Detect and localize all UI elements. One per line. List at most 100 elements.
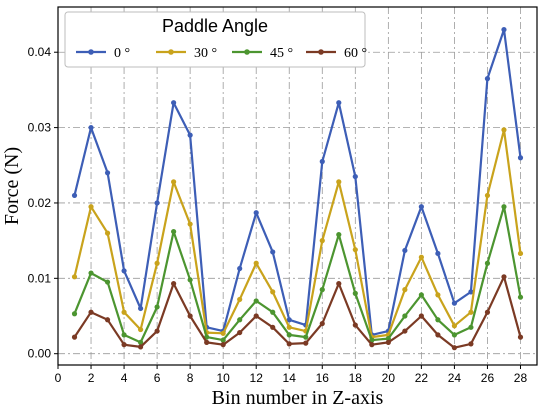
data-point bbox=[171, 228, 177, 235]
series-line bbox=[73, 28, 522, 336]
data-point bbox=[154, 328, 160, 334]
data-point bbox=[402, 328, 408, 334]
legend: Paddle Angle 0 ° 30 ° 45 ° 60 ° bbox=[64, 11, 367, 68]
data-point bbox=[352, 290, 358, 296]
data-point bbox=[484, 309, 491, 315]
data-point bbox=[121, 309, 127, 315]
data-point bbox=[187, 132, 193, 138]
data-point bbox=[171, 100, 177, 106]
data-point bbox=[451, 332, 458, 338]
data-point bbox=[484, 192, 491, 199]
data-point bbox=[435, 250, 441, 257]
data-point bbox=[402, 247, 408, 254]
data-point bbox=[187, 313, 193, 319]
x-tick-label: 28 bbox=[514, 371, 528, 385]
data-point bbox=[88, 309, 94, 315]
x-tick-label: 18 bbox=[349, 371, 363, 385]
data-point bbox=[402, 313, 408, 319]
y-tick-label: 0.00 bbox=[28, 347, 52, 361]
data-point bbox=[319, 287, 325, 293]
data-point bbox=[385, 336, 391, 342]
data-point bbox=[468, 289, 474, 295]
x-tick-label: 20 bbox=[382, 371, 396, 385]
data-point bbox=[237, 317, 243, 323]
x-tick-label: 14 bbox=[283, 371, 297, 385]
data-point bbox=[71, 274, 78, 280]
x-tick-label: 4 bbox=[121, 371, 128, 385]
data-point bbox=[253, 313, 259, 319]
legend-swatch-marker bbox=[318, 49, 324, 55]
y-tick-label: 0.03 bbox=[28, 121, 52, 135]
data-point bbox=[154, 260, 160, 266]
data-point bbox=[303, 340, 309, 346]
data-point bbox=[286, 317, 292, 323]
data-point bbox=[220, 337, 226, 343]
series-group bbox=[71, 204, 524, 345]
y-tick-label: 0.02 bbox=[28, 196, 52, 210]
data-point bbox=[352, 247, 358, 253]
data-point bbox=[237, 265, 243, 272]
data-point bbox=[137, 344, 144, 350]
data-point bbox=[137, 305, 144, 312]
data-point bbox=[501, 27, 507, 33]
data-point bbox=[88, 124, 94, 131]
data-point bbox=[88, 270, 94, 276]
data-point bbox=[88, 204, 94, 210]
x-tick-label: 24 bbox=[448, 371, 462, 385]
data-point bbox=[418, 292, 424, 298]
data-point bbox=[171, 281, 177, 287]
series-group bbox=[71, 274, 524, 351]
data-point bbox=[319, 320, 325, 327]
data-point bbox=[369, 342, 375, 348]
x-tick-label: 2 bbox=[88, 371, 95, 385]
series-group bbox=[71, 127, 524, 340]
data-point bbox=[336, 281, 342, 287]
data-point bbox=[171, 179, 177, 185]
legend-label: 30 ° bbox=[194, 46, 217, 61]
data-point bbox=[484, 76, 491, 82]
data-point bbox=[270, 324, 276, 330]
x-tick-label: 12 bbox=[250, 371, 264, 385]
data-point bbox=[154, 200, 160, 206]
data-point bbox=[237, 296, 243, 303]
series-group bbox=[71, 27, 524, 338]
data-point bbox=[319, 158, 325, 165]
data-point bbox=[237, 329, 243, 336]
data-point bbox=[336, 100, 342, 106]
data-point bbox=[286, 332, 292, 338]
x-tick-label: 10 bbox=[216, 371, 230, 385]
data-point bbox=[121, 332, 127, 338]
series-line bbox=[73, 205, 522, 344]
data-point bbox=[104, 279, 111, 285]
data-point bbox=[468, 324, 474, 330]
data-point bbox=[451, 300, 458, 306]
data-point bbox=[435, 317, 441, 323]
legend-label: 45 ° bbox=[270, 46, 293, 61]
data-point bbox=[385, 339, 391, 345]
data-point bbox=[501, 274, 507, 280]
data-point bbox=[517, 155, 524, 161]
legend-title: Paddle Angle bbox=[162, 16, 268, 36]
data-point bbox=[121, 342, 127, 348]
x-tick-label: 6 bbox=[154, 371, 161, 385]
data-point bbox=[369, 337, 375, 343]
legend-items: 0 ° 30 ° 45 ° 60 ° bbox=[76, 46, 367, 61]
data-point bbox=[468, 341, 474, 347]
x-tick-label: 22 bbox=[415, 371, 429, 385]
data-point bbox=[517, 250, 524, 257]
data-point bbox=[71, 311, 78, 317]
data-point bbox=[104, 230, 111, 236]
data-point bbox=[104, 317, 111, 323]
legend-swatch-marker bbox=[244, 49, 250, 55]
data-point bbox=[352, 322, 358, 328]
data-point bbox=[253, 210, 259, 216]
legend-box bbox=[64, 11, 366, 68]
axis-ticks: 0 2 4 6 8 10 12 14 16 18 20 22 24 26 280.000.010.020.0… bbox=[28, 45, 528, 385]
legend-swatch-marker bbox=[168, 49, 174, 55]
legend-label: 60 ° bbox=[344, 46, 367, 61]
series-line bbox=[73, 275, 522, 349]
data-point bbox=[468, 309, 474, 315]
x-tick-label: 8 bbox=[187, 371, 194, 385]
data-point bbox=[501, 204, 507, 210]
